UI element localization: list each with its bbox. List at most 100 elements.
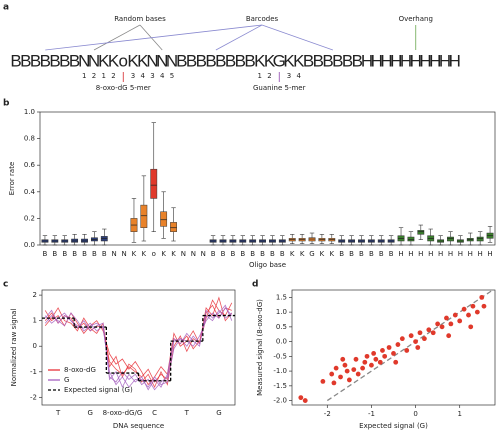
- base-letter: B: [59, 51, 70, 70]
- point: [353, 356, 359, 362]
- x-tick-label: B: [211, 250, 216, 258]
- x-tick-label: G: [216, 409, 221, 417]
- point: [413, 339, 418, 345]
- x-tick-label: B: [72, 250, 77, 258]
- base-index: 3: [150, 72, 154, 80]
- x-tick-label: K: [320, 250, 325, 258]
- y-tick-label: 0.4: [24, 188, 36, 196]
- y-tick-label: -1.5: [273, 382, 287, 390]
- point: [479, 294, 485, 300]
- x-tick-label: B: [82, 250, 87, 258]
- legend-label: Expected signal (G): [64, 386, 133, 394]
- annotation: Guanine 5-mer: [253, 84, 306, 92]
- point: [331, 380, 337, 386]
- point: [448, 321, 454, 327]
- point: [302, 398, 308, 403]
- plot-frame: [291, 289, 496, 406]
- y-axis-label: Normalized raw signal: [10, 309, 18, 387]
- point: [362, 359, 368, 365]
- point: [408, 333, 414, 339]
- base-index: 2: [267, 72, 271, 80]
- base-index: 5: [170, 72, 174, 80]
- legend-label: G: [64, 376, 69, 384]
- y-tick-label: 0.5: [276, 323, 287, 331]
- base-letter: B: [49, 51, 60, 70]
- panel-label: a: [3, 3, 9, 13]
- base-index: 3: [131, 72, 135, 80]
- x-tick-label: B: [339, 250, 344, 258]
- x-tick-label: H: [487, 250, 492, 258]
- panel-label: c: [3, 280, 8, 290]
- x-tick-label: -1: [368, 410, 375, 418]
- point: [421, 336, 427, 342]
- x-tick-label: K: [300, 250, 305, 258]
- y-tick-label: -2: [30, 393, 37, 401]
- base-letter: K: [108, 51, 120, 70]
- x-tick-label: G: [309, 250, 314, 258]
- panel-label: d: [252, 280, 258, 290]
- x-tick-label: H: [418, 250, 423, 258]
- point: [395, 342, 401, 347]
- base-index: 1: [258, 72, 262, 80]
- point: [474, 309, 480, 315]
- point: [461, 306, 467, 312]
- plot-frame: [39, 111, 496, 246]
- x-tick-label: B: [92, 250, 97, 258]
- base-letter: B: [322, 51, 333, 70]
- x-tick-label: B: [62, 250, 67, 258]
- point: [360, 365, 366, 371]
- y-tick-label: 1: [33, 317, 37, 325]
- y-tick-label: 2: [33, 291, 37, 299]
- base-letter: B: [215, 51, 226, 70]
- base-letter: B: [332, 51, 343, 70]
- base-letter: G: [273, 51, 286, 70]
- y-tick-label: -0.5: [273, 352, 287, 360]
- x-tick-label: H: [408, 250, 413, 258]
- x-tick-label: o: [152, 250, 156, 258]
- base-letter: H: [439, 51, 451, 70]
- x-tick-label: B: [230, 250, 235, 258]
- base-index: 2: [111, 72, 115, 80]
- point: [346, 377, 352, 383]
- point: [435, 321, 441, 327]
- base-letter: N: [78, 51, 90, 70]
- base-letter: B: [352, 51, 363, 70]
- annotation: Barcodes: [246, 15, 279, 23]
- box: [140, 204, 148, 228]
- point: [342, 362, 348, 368]
- point: [393, 359, 399, 365]
- x-axis-label: Expected signal (G): [359, 422, 428, 430]
- point: [380, 348, 385, 353]
- base-letter: B: [225, 51, 236, 70]
- base-letter: H: [371, 51, 383, 70]
- point: [452, 312, 458, 318]
- legend-label: 8-oxo-dG: [64, 366, 96, 374]
- box: [476, 236, 484, 242]
- x-tick-label: 0: [413, 410, 417, 418]
- base-index: 3: [287, 72, 291, 80]
- base-letter: H: [429, 51, 441, 70]
- x-tick-label: B: [250, 250, 255, 258]
- y-tick-label: 0.6: [24, 161, 36, 169]
- point: [430, 330, 436, 336]
- base-letter: N: [146, 51, 158, 70]
- base-letter: o: [119, 51, 128, 70]
- point: [329, 371, 335, 377]
- annotation: Random bases: [114, 15, 166, 23]
- x-tick-label: T: [184, 409, 190, 417]
- base-letter: K: [264, 51, 276, 70]
- box: [160, 211, 168, 227]
- base-letter: B: [10, 51, 21, 70]
- panel-label: b: [3, 99, 10, 109]
- point: [298, 395, 304, 401]
- base-letter: H: [380, 51, 392, 70]
- x-tick-label: N: [112, 250, 117, 258]
- x-tick-label: N: [201, 250, 206, 258]
- y-tick-label: 1.0: [24, 108, 35, 116]
- y-tick-label: -1: [30, 368, 37, 376]
- base-letter: B: [196, 51, 207, 70]
- x-tick-label: H: [398, 250, 403, 258]
- point: [340, 356, 346, 362]
- base-letter: H: [390, 51, 402, 70]
